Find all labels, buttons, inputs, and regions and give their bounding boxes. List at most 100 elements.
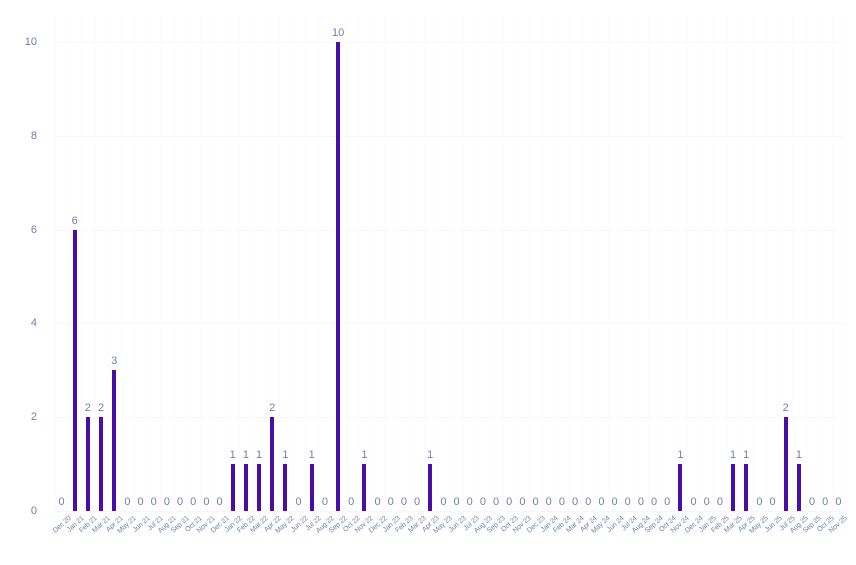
bar[interactable] [744, 464, 749, 511]
bar[interactable] [678, 464, 683, 511]
bar[interactable] [731, 464, 736, 511]
bar[interactable] [72, 229, 77, 511]
bar-slot[interactable]: 0 [621, 14, 634, 511]
bar-slot[interactable]: 1 [226, 14, 239, 511]
bar-value-label: 1 [730, 449, 737, 462]
bar-slot[interactable]: 0 [187, 14, 200, 511]
bar-slot[interactable]: 0 [503, 14, 516, 511]
gridline-vertical [252, 14, 254, 511]
bar-slot[interactable]: 0 [819, 14, 832, 511]
bar[interactable] [362, 464, 367, 511]
bar-slot[interactable]: 0 [713, 14, 726, 511]
bar[interactable] [85, 417, 90, 511]
bar[interactable] [257, 464, 262, 511]
y-axis-tick-label: 10 [24, 36, 37, 49]
gridline-vertical [831, 14, 833, 511]
bar-slot[interactable]: 0 [200, 14, 213, 511]
bar[interactable] [270, 417, 275, 511]
bar-value-label: 0 [598, 496, 605, 508]
bar-slot[interactable]: 0 [687, 14, 700, 511]
bar-slot[interactable]: 0 [397, 14, 410, 511]
gridline-vertical [68, 14, 70, 511]
bar-slot[interactable]: 2 [95, 14, 108, 511]
bar-slot[interactable]: 0 [160, 14, 173, 511]
bar-slot[interactable]: 0 [700, 14, 713, 511]
bar-slot[interactable]: 0 [292, 14, 305, 511]
bar-slot[interactable]: 0 [411, 14, 424, 511]
bar-slot[interactable]: 0 [213, 14, 226, 511]
bar[interactable] [230, 464, 235, 511]
gridline-vertical [502, 14, 504, 511]
bar-slot[interactable]: 0 [384, 14, 397, 511]
bar-slot[interactable]: 0 [806, 14, 819, 511]
bar-slot[interactable]: 1 [239, 14, 252, 511]
bar-slot[interactable]: 0 [648, 14, 661, 511]
bar-slot[interactable]: 1 [674, 14, 687, 511]
bar-slot[interactable]: 0 [134, 14, 147, 511]
gridline-vertical [410, 14, 412, 511]
bar-slot[interactable]: 0 [450, 14, 463, 511]
bar-slot[interactable]: 2 [266, 14, 279, 511]
bar-slot[interactable]: 0 [529, 14, 542, 511]
bar-value-label: 1 [677, 449, 684, 462]
bar[interactable] [283, 464, 288, 511]
gridline-vertical [397, 14, 399, 511]
bar-value-label: 1 [242, 449, 249, 462]
bar-slot[interactable]: 0 [371, 14, 384, 511]
bar-slot[interactable]: 0 [832, 14, 845, 511]
bar-slot[interactable]: 0 [753, 14, 766, 511]
bar-value-label: 0 [664, 496, 671, 508]
bar[interactable] [796, 464, 801, 511]
bar-slot[interactable]: 1 [740, 14, 753, 511]
bar-slot[interactable]: 0 [490, 14, 503, 511]
bar-slot[interactable]: 2 [81, 14, 94, 511]
bar[interactable] [428, 464, 433, 511]
bar[interactable] [112, 370, 117, 511]
bar-slot[interactable]: 0 [634, 14, 647, 511]
bar-slot[interactable]: 0 [437, 14, 450, 511]
bar-slot[interactable]: 1 [253, 14, 266, 511]
bar-slot[interactable]: 3 [108, 14, 121, 511]
bar-slot[interactable]: 0 [595, 14, 608, 511]
bar-slot[interactable]: 0 [608, 14, 621, 511]
bar-slot[interactable]: 0 [345, 14, 358, 511]
bar-slot[interactable]: 1 [424, 14, 437, 511]
bar-slot[interactable]: 0 [476, 14, 489, 511]
bar-slot[interactable]: 10 [332, 14, 345, 511]
bar-value-label: 0 [690, 496, 697, 508]
bar-slot[interactable]: 1 [279, 14, 292, 511]
bar-slot[interactable]: 0 [569, 14, 582, 511]
bar-value-label: 1 [308, 449, 315, 462]
bar-slot[interactable]: 0 [582, 14, 595, 511]
y-axis-tick-label: 2 [30, 411, 37, 424]
bar[interactable] [99, 417, 104, 511]
bar-slot[interactable]: 0 [147, 14, 160, 511]
bar-slot[interactable]: 1 [792, 14, 805, 511]
bar-value-label: 0 [637, 496, 644, 508]
bar-slot[interactable]: 0 [555, 14, 568, 511]
bar-slot[interactable]: 0 [516, 14, 529, 511]
bar-slot[interactable]: 0 [463, 14, 476, 511]
gridline-vertical [107, 14, 109, 511]
bar-slot[interactable]: 2 [779, 14, 792, 511]
gridline-vertical [384, 14, 386, 511]
bar-slot[interactable]: 0 [121, 14, 134, 511]
bar-value-label: 0 [716, 496, 723, 508]
bar-slot[interactable]: 0 [542, 14, 555, 511]
bar[interactable] [309, 464, 314, 511]
bar[interactable] [336, 42, 341, 511]
bar[interactable] [783, 417, 788, 511]
bar-slot[interactable]: 0 [766, 14, 779, 511]
bar-slot[interactable]: 0 [661, 14, 674, 511]
gridline-vertical [766, 14, 767, 511]
bar-slot[interactable]: 0 [174, 14, 187, 511]
bar-slot[interactable]: 0 [318, 14, 331, 511]
bar-slot[interactable]: 6 [68, 14, 81, 511]
bar-slot[interactable]: 1 [727, 14, 740, 511]
bar-slot[interactable]: 1 [305, 14, 318, 511]
bar[interactable] [243, 464, 248, 511]
bar-slot[interactable]: 0 [55, 14, 68, 511]
gridline-vertical [713, 14, 715, 511]
bar-slot[interactable]: 1 [358, 14, 371, 511]
